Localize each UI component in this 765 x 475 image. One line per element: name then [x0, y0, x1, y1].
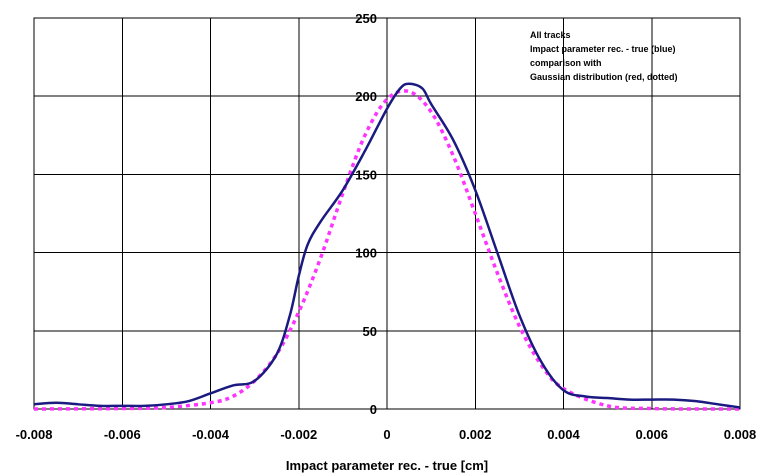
series-layer — [33, 82, 741, 411]
gaussian-dotted-line — [33, 89, 741, 411]
plot-frame — [33, 17, 741, 410]
x-tick-label: 0.008 — [724, 427, 757, 442]
annotation-line: comparison with — [530, 58, 602, 68]
annotation-line: All tracks — [530, 30, 571, 40]
x-axis-tick-labels: -0.008 -0.006 -0.004 -0.002 0 0.002 0.004 0.006… — [16, 427, 757, 442]
x-tick-label: -0.006 — [104, 427, 141, 442]
x-tick-label: -0.004 — [192, 427, 230, 442]
annotation-line: Impact parameter rec. - true (blue) — [530, 44, 676, 54]
x-tick-label: 0.004 — [547, 427, 580, 442]
x-tick-label: 0 — [383, 427, 390, 442]
y-axis-tick-labels: 0 50 100 150 200 250 — [355, 11, 377, 417]
annotation: All tracks Impact parameter rec. - true (… — [530, 30, 678, 82]
y-tick-label: 100 — [355, 246, 377, 261]
y-tick-label: 200 — [355, 89, 377, 104]
x-tick-label: 0.002 — [459, 427, 492, 442]
impact-parameter-line — [33, 82, 741, 409]
y-tick-label: 0 — [370, 402, 377, 417]
x-axis-title: Impact parameter rec. - true [cm] — [286, 458, 488, 473]
annotation-line: Gaussian distribution (red, dotted) — [530, 72, 678, 82]
x-tick-label: 0.006 — [635, 427, 668, 442]
y-tick-label: 150 — [355, 167, 377, 182]
x-tick-label: -0.008 — [16, 427, 53, 442]
y-tick-label: 250 — [355, 11, 377, 26]
y-tick-label: 50 — [363, 324, 377, 339]
x-tick-label: -0.002 — [280, 427, 317, 442]
